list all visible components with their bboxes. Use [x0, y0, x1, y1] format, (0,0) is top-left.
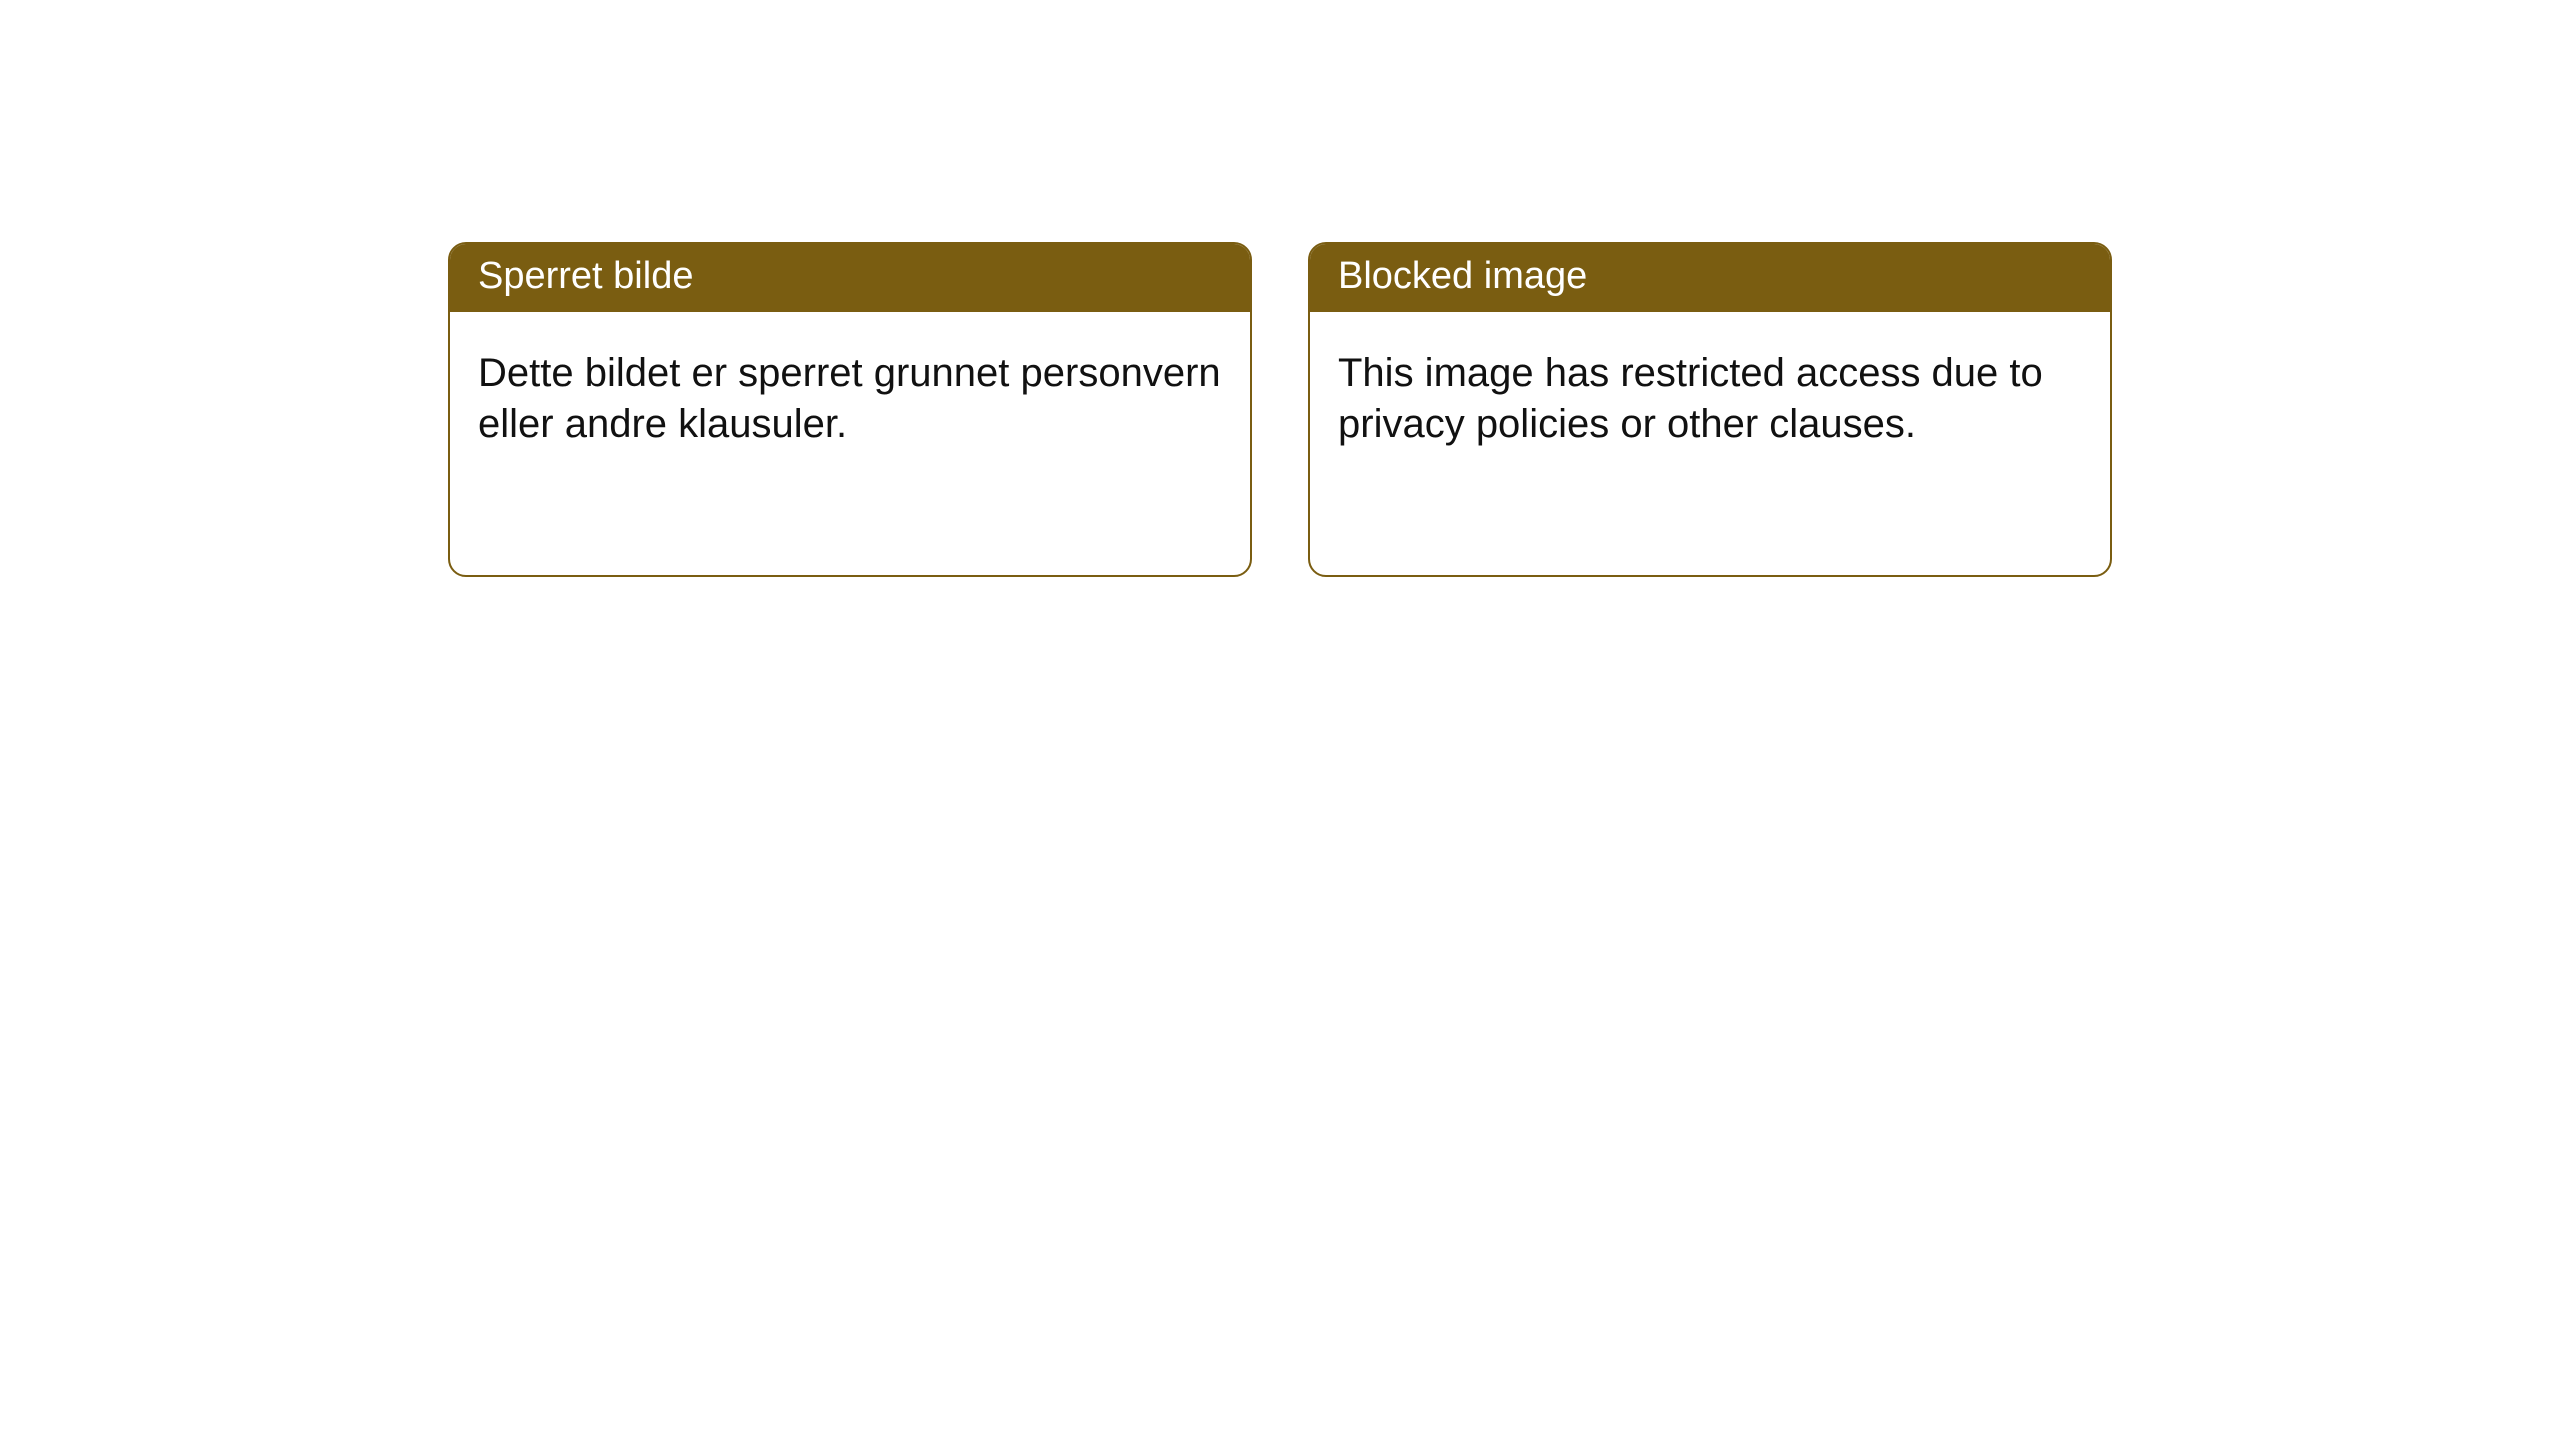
- notice-card-norwegian: Sperret bilde Dette bildet er sperret gr…: [448, 242, 1252, 577]
- card-header: Blocked image: [1310, 244, 2110, 312]
- notice-card-english: Blocked image This image has restricted …: [1308, 242, 2112, 577]
- notice-container: Sperret bilde Dette bildet er sperret gr…: [0, 0, 2560, 577]
- card-body: Dette bildet er sperret grunnet personve…: [450, 312, 1250, 478]
- card-title: Sperret bilde: [478, 255, 693, 297]
- card-body-text: Dette bildet er sperret grunnet personve…: [478, 351, 1221, 446]
- card-header: Sperret bilde: [450, 244, 1250, 312]
- card-body-text: This image has restricted access due to …: [1338, 351, 2043, 446]
- card-title: Blocked image: [1338, 255, 1587, 297]
- card-body: This image has restricted access due to …: [1310, 312, 2110, 478]
